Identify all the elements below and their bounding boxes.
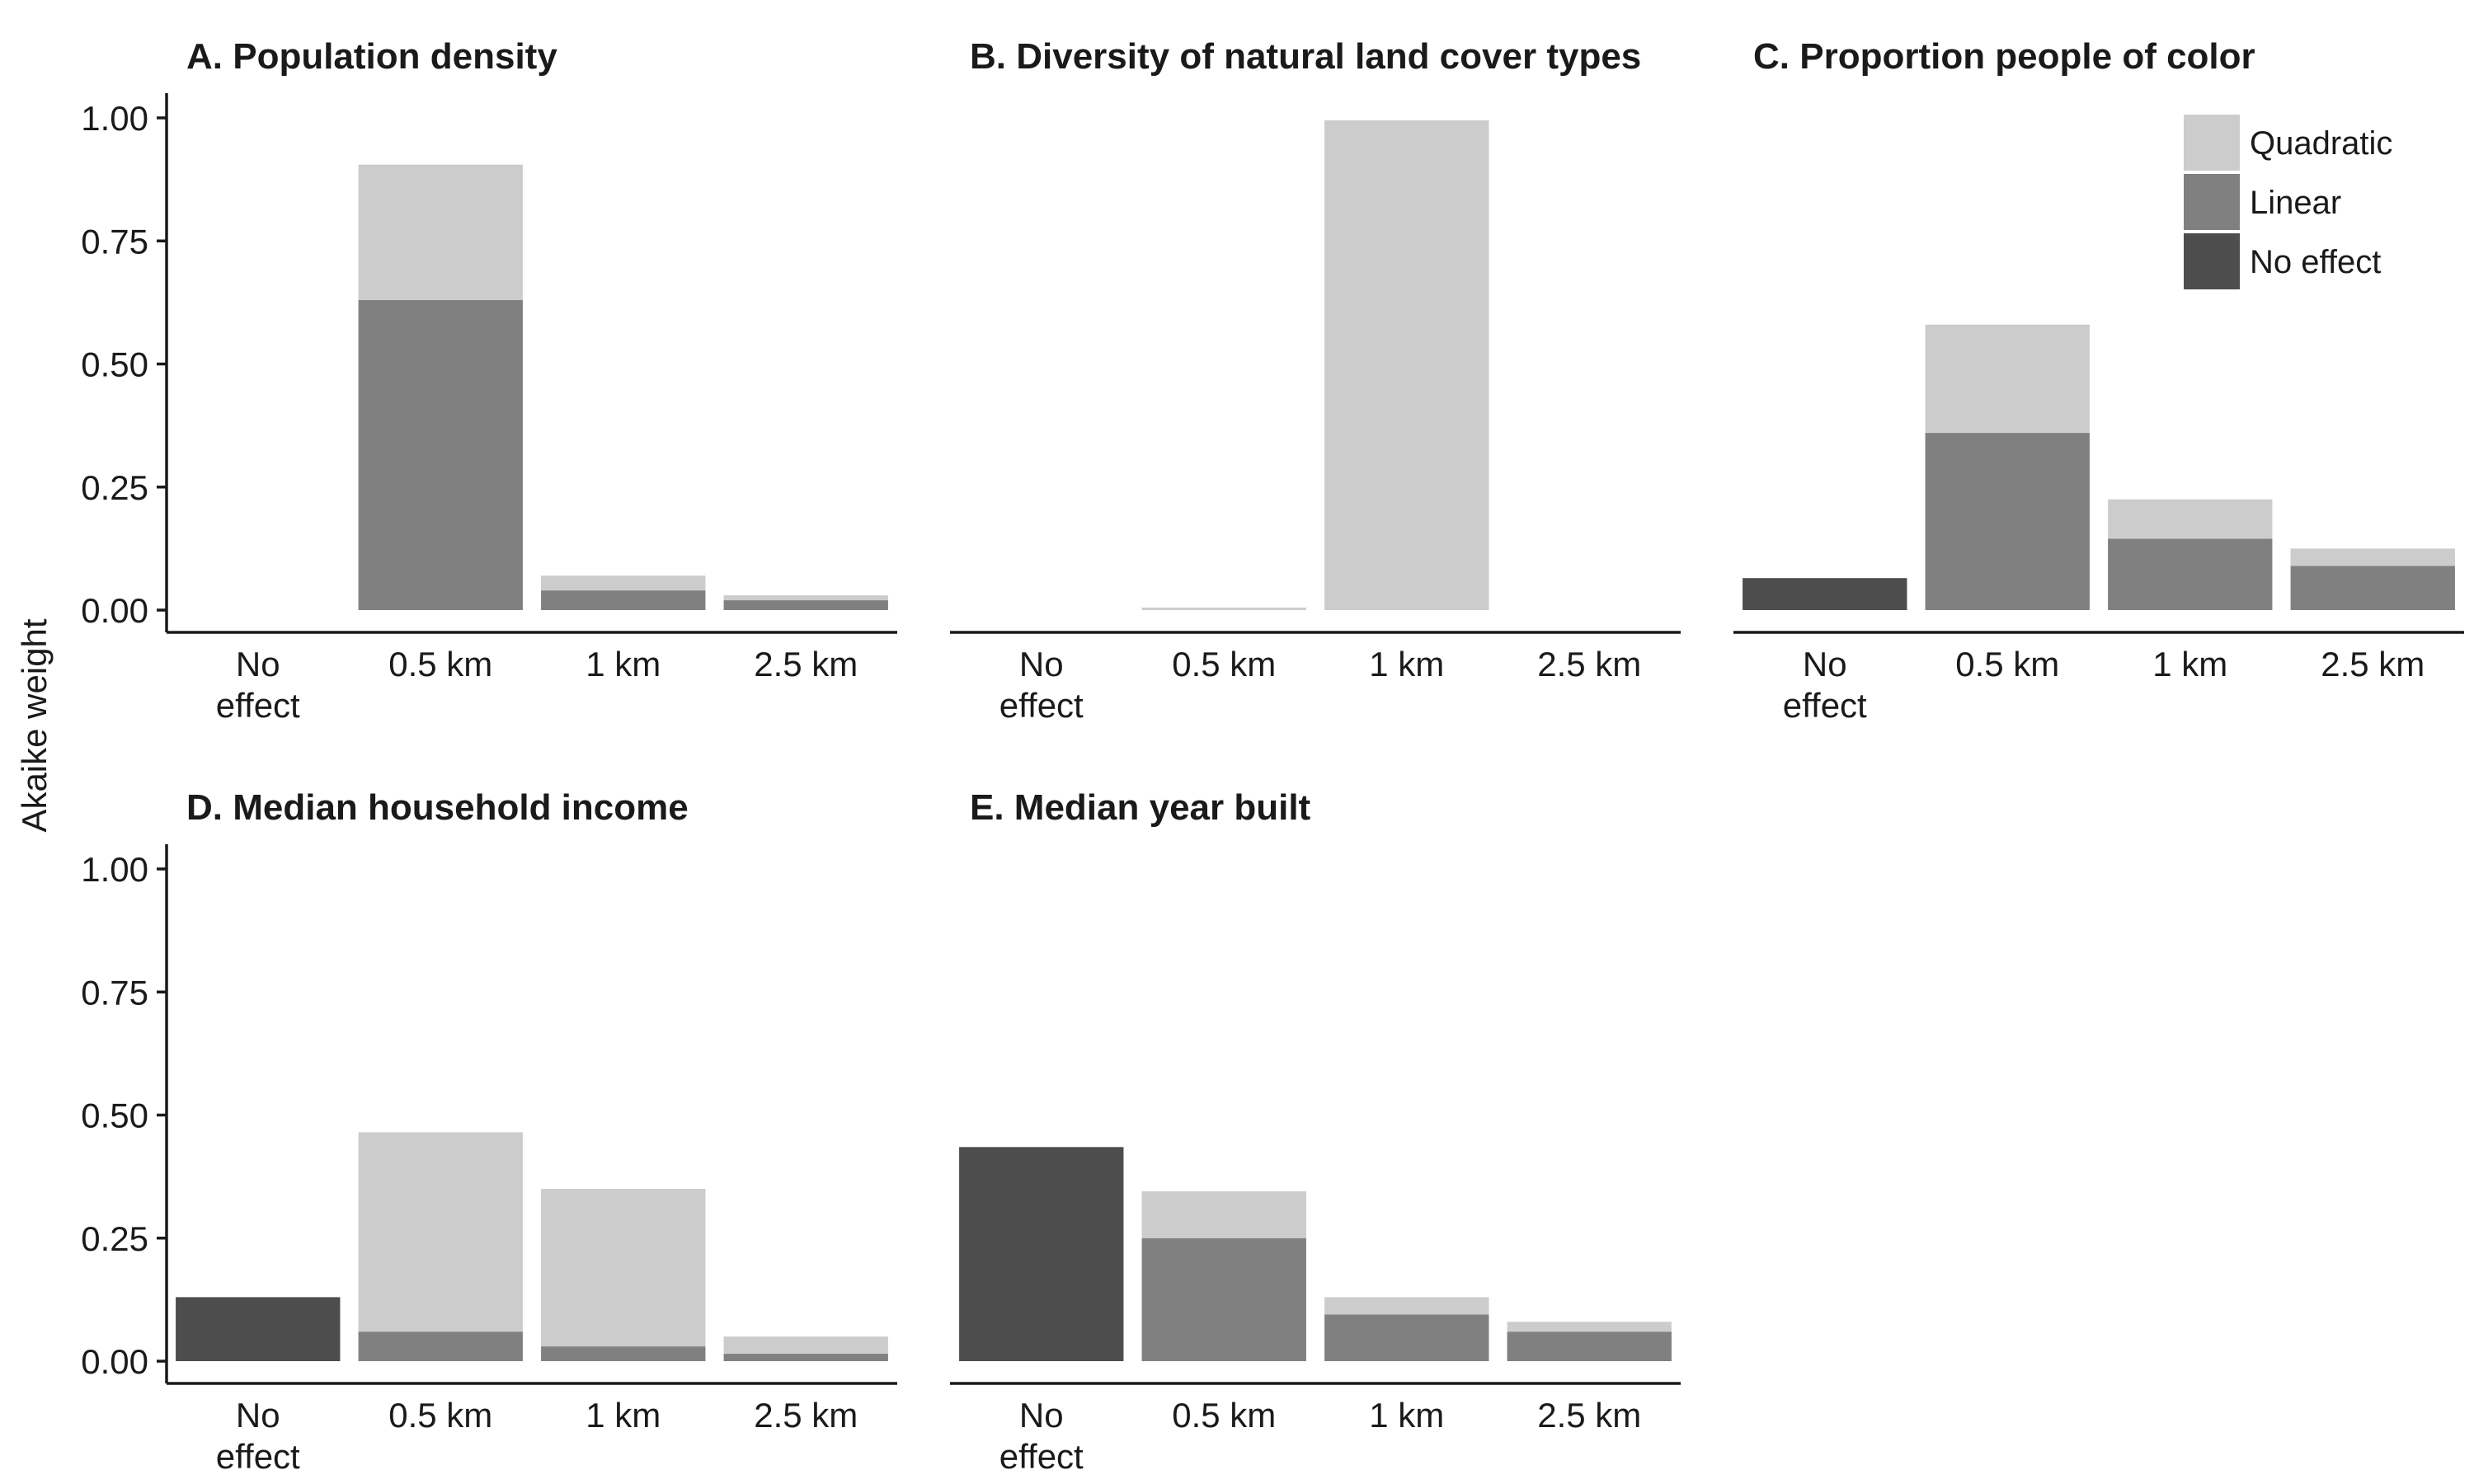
x-tick-label-2-5-km: 2.5 km [2321,645,2425,683]
bar-quadratic-0-5-km [1925,324,2090,434]
panel-title-a: A. Population density [186,36,557,77]
bar-no-effect-no-effect [1743,578,1907,610]
legend-swatch-linear [2184,174,2240,230]
x-tick-label-2-5-km: 2.5 km [1537,645,1641,683]
legend: Quadratic Linear No effect [2184,115,2392,289]
bar-linear-1-km [541,590,706,610]
y-tick-label-0-00: 0.00 [81,1342,148,1381]
x-tick-label-2-5-km: 2.5 km [754,1396,858,1435]
y-axis-title: Akaike weight [15,618,54,832]
panel-title-b: B. Diversity of natural land cover types [970,36,1641,77]
panel-title-e: E. Median year built [970,787,1311,828]
x-tick-label-no-effect: No effect [216,1396,300,1476]
x-tick-label-2-5-km: 2.5 km [1537,1396,1641,1435]
bar-linear-0-5-km [1925,433,2090,610]
bar-quadratic-2-5-km [723,595,888,601]
bar-linear-1-km [2108,538,2273,610]
bar-quadratic-1-km [541,575,706,591]
x-tick-label-1-km: 1 km [2152,645,2227,683]
bar-linear-2-5-km [2290,566,2455,610]
y-tick-label-0-50: 0.50 [81,345,148,384]
y-tick-label-0-75: 0.75 [81,973,148,1012]
x-tick-label-no-effect: No effect [1783,645,1867,725]
panel-d: D. Median household income No effect 0.5 km… [81,787,897,1476]
bar-quadratic-0-5-km [1141,1191,1306,1238]
bar-linear-1-km [1324,1314,1489,1361]
x-tick-label-1-km: 1 km [1369,645,1444,683]
bar-quadratic-0-5-km [1141,608,1306,610]
panel-title-c: C. Proportion people of color [1753,36,2255,77]
y-tick-label-0-50: 0.50 [81,1097,148,1135]
x-tick-label-no-effect: No effect [216,645,300,725]
y-tick-label-0-25: 0.25 [81,468,148,507]
bar-linear-2-5-km [723,600,888,610]
y-tick-label-1-00: 1.00 [81,850,148,889]
bar-linear-2-5-km [1507,1331,1672,1361]
x-tick-label-2-5-km: 2.5 km [754,645,858,683]
y-tick-label-0-75: 0.75 [81,222,148,261]
legend-label-quadratic: Quadratic [2250,125,2392,162]
x-tick-label-0-5-km: 0.5 km [1172,1396,1276,1435]
panel-a: A. Population density No effect 0.5 km 1 km 2… [81,36,897,725]
bar-quadratic-2-5-km [723,1336,888,1355]
legend-swatch-quadratic [2184,115,2240,171]
x-tick-label-1-km: 1 km [586,645,661,683]
x-tick-label-1-km: 1 km [1369,1396,1444,1435]
y-tick-label-0-00: 0.00 [81,591,148,630]
x-tick-label-1-km: 1 km [586,1396,661,1435]
bar-no-effect-no-effect [176,1297,341,1361]
bar-quadratic-1-km [1324,1297,1489,1315]
panel-c: C. Proportion people of color No effect 0.5… [1733,36,2464,725]
bar-quadratic-1-km [2108,499,2273,539]
x-tick-label-0-5-km: 0.5 km [1955,645,2059,683]
legend-label-no-effect: No effect [2250,244,2381,280]
x-tick-label-0-5-km: 0.5 km [388,645,492,683]
x-tick-label-no-effect: No effect [999,1396,1084,1476]
bar-linear-1-km [541,1346,706,1361]
bar-quadratic-0-5-km [358,164,523,300]
y-tick-label-0-25: 0.25 [81,1219,148,1258]
bar-quadratic-1-km [541,1189,706,1347]
panel-title-d: D. Median household income [186,787,689,828]
panel-e: E. Median year built No effect 0.5 km 1 km 2.… [950,787,1681,1476]
legend-swatch-no-effect [2184,233,2240,289]
bar-quadratic-2-5-km [2290,548,2455,566]
panel-b: B. Diversity of natural land cover types… [950,36,1681,725]
bar-no-effect-no-effect [959,1147,1124,1361]
bar-quadratic-2-5-km [1507,1322,1672,1332]
x-tick-label-0-5-km: 0.5 km [388,1396,492,1435]
bar-quadratic-0-5-km [358,1132,523,1332]
bar-linear-0-5-km [1141,1237,1306,1361]
x-tick-label-0-5-km: 0.5 km [1172,645,1276,683]
bar-linear-2-5-km [723,1354,888,1361]
x-tick-label-no-effect: No effect [999,645,1084,725]
bar-quadratic-1-km [1324,120,1489,611]
bar-linear-0-5-km [358,1331,523,1361]
bar-linear-0-5-km [358,299,523,610]
y-tick-label-1-00: 1.00 [81,99,148,138]
legend-label-linear: Linear [2250,185,2341,221]
